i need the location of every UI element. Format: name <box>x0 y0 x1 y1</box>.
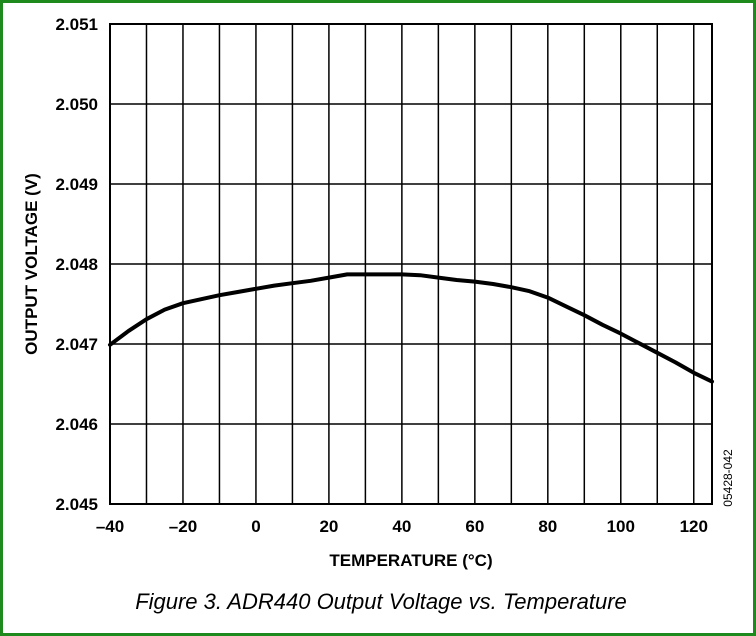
x-tick-label: 100 <box>607 517 635 536</box>
y-tick-label: 2.050 <box>55 95 98 114</box>
x-tick-label: 40 <box>392 517 411 536</box>
series-line-0 <box>108 272 714 384</box>
y-tick-label: 2.048 <box>55 255 98 274</box>
figure-caption: Figure 3. ADR440 Output Voltage vs. Temp… <box>135 589 627 614</box>
y-tick-label: 2.045 <box>55 495 98 514</box>
x-tick-label: 120 <box>680 517 708 536</box>
x-tick-label: –40 <box>96 517 124 536</box>
y-tick-labels: 2.045 2.046 2.047 2.048 2.049 2.050 2.051 <box>55 15 98 514</box>
x-tick-label: 20 <box>319 517 338 536</box>
grid <box>110 24 712 504</box>
x-tick-label: 80 <box>538 517 557 536</box>
y-tick-label: 2.049 <box>55 175 98 194</box>
x-tick-label: 0 <box>251 517 260 536</box>
x-axis-title: TEMPERATURE (°C) <box>329 551 492 570</box>
x-tick-labels: –40 –20 0 20 40 60 80 100 120 <box>96 517 708 536</box>
y-tick-label: 2.046 <box>55 415 98 434</box>
y-tick-label: 2.051 <box>55 15 98 34</box>
plot-area-border <box>109 23 713 505</box>
y-axis-title: OUTPUT VOLTAGE (V) <box>22 173 41 355</box>
x-tick-label: 60 <box>465 517 484 536</box>
figure-code-label: 05428-042 <box>721 449 735 507</box>
y-tick-label: 2.047 <box>55 335 98 354</box>
x-tick-label: –20 <box>169 517 197 536</box>
series-layer <box>108 272 714 384</box>
